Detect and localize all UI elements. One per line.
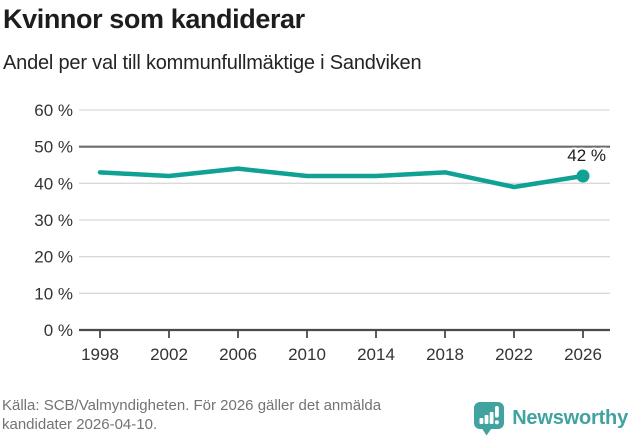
y-axis-label: 60 % xyxy=(34,101,73,120)
y-axis-label: 50 % xyxy=(34,138,73,157)
newsworthy-logo-icon xyxy=(474,402,505,436)
y-axis-label: 10 % xyxy=(34,284,73,303)
end-value-label: 42 % xyxy=(567,146,606,165)
x-axis-label: 2014 xyxy=(357,345,395,364)
newsworthy-logo[interactable]: Newsworthy xyxy=(473,400,628,436)
x-axis-label: 2018 xyxy=(426,345,464,364)
end-point-dot xyxy=(576,169,590,183)
source-note: Källa: SCB/Valmyndigheten. För 2026 gäll… xyxy=(2,397,382,433)
x-axis-label: 1998 xyxy=(81,345,119,364)
newsworthy-logo-text: Newsworthy xyxy=(512,406,628,429)
x-axis-label: 2026 xyxy=(564,345,602,364)
y-axis-label: 20 % xyxy=(34,248,73,267)
series-line xyxy=(97,166,586,190)
x-axis-label: 2002 xyxy=(150,345,188,364)
y-axis-label: 30 % xyxy=(34,211,73,230)
x-axis-label: 2006 xyxy=(219,345,257,364)
x-axis-label: 2010 xyxy=(288,345,326,364)
y-axis-label: 0 % xyxy=(44,321,73,340)
y-axis-label: 40 % xyxy=(34,174,73,193)
chart-subtitle: Andel per val till kommunfullmäktige i S… xyxy=(3,52,422,74)
page-title: Kvinnor som kandiderar xyxy=(3,4,305,34)
x-axis-label: 2022 xyxy=(495,345,533,364)
line-chart: 1998 2002 2006 2010 2014 2018 2022 2026 0 % 10 % 2… xyxy=(34,101,610,364)
